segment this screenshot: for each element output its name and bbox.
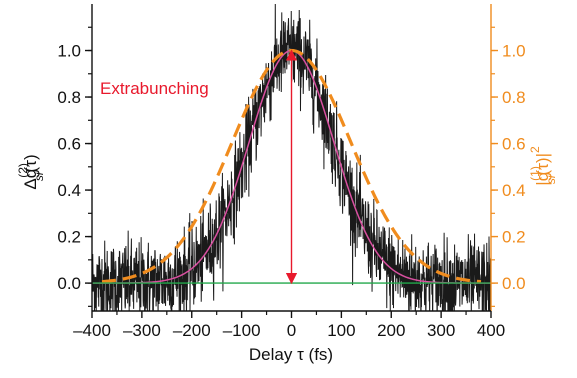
x-tick-label: –200 [173,321,211,340]
left-y-axis-label: Δg(2) si(τ) [16,154,46,189]
x-axis-label: Delay τ (fs) [249,345,333,364]
x-tick-label: 0 [287,321,296,340]
y-right-tick-label: 0.4 [502,181,526,200]
left-y-label-tail: (τ) [21,154,40,172]
y-left-tick-label: 0.6 [57,135,81,154]
x-tick-label: –100 [223,321,261,340]
y-left-tick-label: 1.0 [57,42,81,61]
annotation-label: Extrabunching [100,79,209,98]
y-left-tick-label: 0.0 [57,274,81,293]
left-y-label-sub: si [32,172,46,181]
y-right-tick-label: 0.0 [502,274,526,293]
x-tick-label: –300 [123,321,161,340]
y-right-tick-label: 1.0 [502,42,526,61]
y-right-tick-label: 0.8 [502,88,526,107]
y-left-tick-label: 0.2 [57,228,81,247]
x-tick-label: 200 [377,321,405,340]
y-right-tick-label: 0.6 [502,135,526,154]
left-y-label-sup: (2) [16,163,30,178]
y-right-tick-label: 0.2 [502,228,526,247]
y-left-tick-label: 0.8 [57,88,81,107]
right-y-label-open: |g [533,172,552,186]
right-y-label-sup2: 2 [528,146,542,153]
right-y-axis-label: |g(1) si(τ)|2 [528,146,558,186]
right-y-label-mid: (τ)| [533,153,552,175]
y-left-tick-label: 0.4 [57,181,81,200]
x-tick-label: 100 [327,321,355,340]
series-layer [92,4,491,311]
right-y-label-sup: (1) [528,166,542,181]
left-y-label-base: Δg [21,169,40,190]
right-y-label-sub: si [544,175,558,184]
x-tick-label: –400 [73,321,111,340]
x-tick-label: 300 [427,321,455,340]
ticks-layer: –400 –300 –200 –100 0 100 200 300 400 0.0 0.0 0.2 0.… [57,26,526,340]
x-tick-label: 400 [477,321,505,340]
